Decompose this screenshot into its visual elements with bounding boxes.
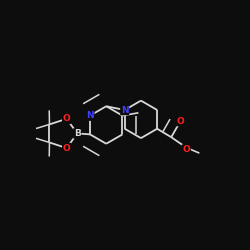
Text: O: O: [63, 144, 70, 152]
Text: O: O: [63, 114, 70, 123]
Text: O: O: [176, 116, 184, 126]
Text: N: N: [86, 111, 94, 120]
Text: B: B: [74, 129, 81, 138]
Text: N: N: [121, 106, 128, 114]
Text: O: O: [182, 145, 190, 154]
